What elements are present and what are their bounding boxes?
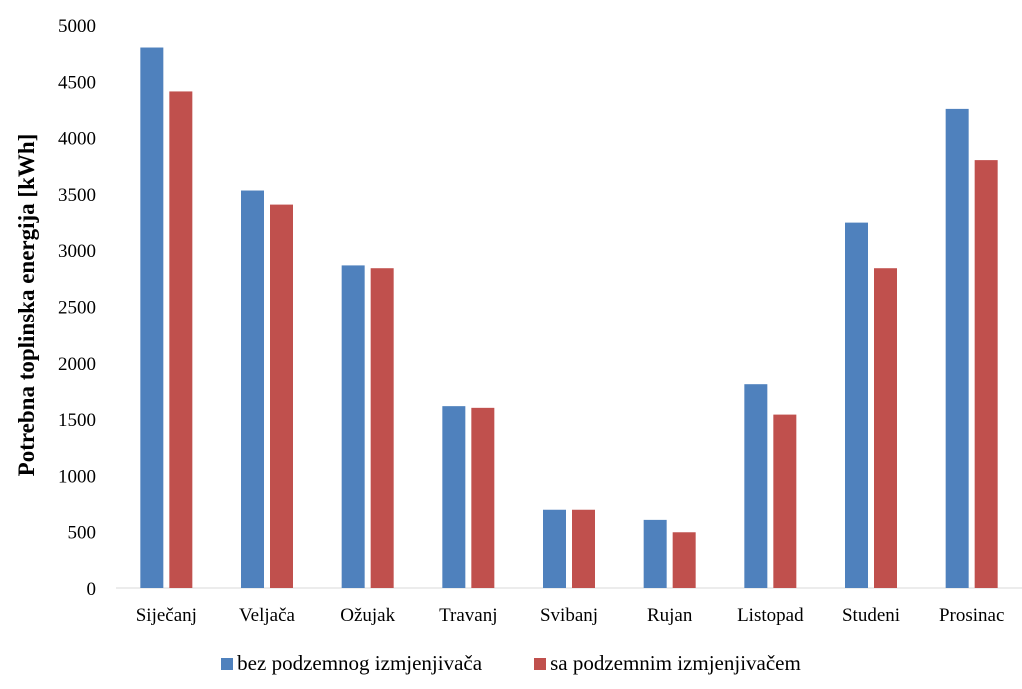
bar-sa-7 xyxy=(874,268,897,588)
legend-item-series-1: bez podzemnog izmjenjivača xyxy=(221,651,482,676)
bar-bez-4 xyxy=(543,509,566,588)
bar-sa-0 xyxy=(169,91,193,589)
bar-bez-8 xyxy=(945,108,969,589)
y-tick-label: 3500 xyxy=(58,185,96,206)
bar-bez-6 xyxy=(744,384,768,588)
y-axis-title-group: Potrebna toplinska energija [kWh] xyxy=(14,134,39,477)
x-category-label: Travanj xyxy=(439,605,497,626)
y-tick-label: 1500 xyxy=(58,410,96,431)
y-axis-title: Potrebna toplinska energija [kWh] xyxy=(14,134,39,477)
bar-sa-3 xyxy=(471,407,495,588)
legend-label: bez podzemnog izmjenjivača xyxy=(237,651,483,675)
bar-bez-1 xyxy=(241,190,264,588)
x-category-label: Svibanj xyxy=(540,605,598,626)
y-tick-label: 3000 xyxy=(58,241,96,262)
x-category-label: Prosinac xyxy=(939,605,1004,626)
bar-bez-7 xyxy=(845,222,868,588)
category-labels: Siječanj Veljača Ožujak Travanj Svibanj Rujan… xyxy=(136,605,1005,626)
bar-bez-0 xyxy=(140,47,164,588)
y-tick-label: 0 xyxy=(87,579,97,600)
x-category-label: Rujan xyxy=(647,605,693,626)
y-axis-ticks: 0 500 1000 1500 2000 2500 3000 3500 4000 4500 5000 xyxy=(58,16,96,600)
x-category-label: Veljača xyxy=(239,605,295,626)
bar-sa-4 xyxy=(572,509,595,588)
y-tick-label: 500 xyxy=(68,523,97,544)
x-category-label: Ožujak xyxy=(340,605,395,626)
x-category-label: Listopad xyxy=(737,605,804,626)
bar-sa-8 xyxy=(974,160,998,588)
bar-bez-5 xyxy=(643,519,667,588)
y-tick-label: 4500 xyxy=(58,72,96,93)
y-tick-label: 1000 xyxy=(58,466,96,487)
legend-swatch-blue xyxy=(221,657,234,670)
y-tick-label: 2500 xyxy=(58,298,96,319)
legend-item-series-2: sa podzemnim izmjenjivačem xyxy=(534,651,801,676)
x-category-label: Studeni xyxy=(842,605,900,626)
bars xyxy=(140,47,998,589)
x-category-label: Siječanj xyxy=(136,605,197,626)
y-tick-label: 5000 xyxy=(58,16,96,37)
bar-bez-2 xyxy=(341,265,365,588)
legend-label: sa podzemnim izmjenjivačem xyxy=(550,651,801,675)
legend: bez podzemnog izmjenjivača sa podzemnim … xyxy=(0,651,1022,676)
bar-sa-1 xyxy=(270,204,293,589)
y-tick-label: 4000 xyxy=(58,129,96,150)
y-tick-label: 2000 xyxy=(58,354,96,375)
bar-bez-3 xyxy=(442,406,466,588)
bar-sa-6 xyxy=(773,414,797,588)
legend-swatch-red xyxy=(534,657,547,670)
bar-sa-5 xyxy=(672,532,696,588)
bar-sa-2 xyxy=(370,268,394,588)
